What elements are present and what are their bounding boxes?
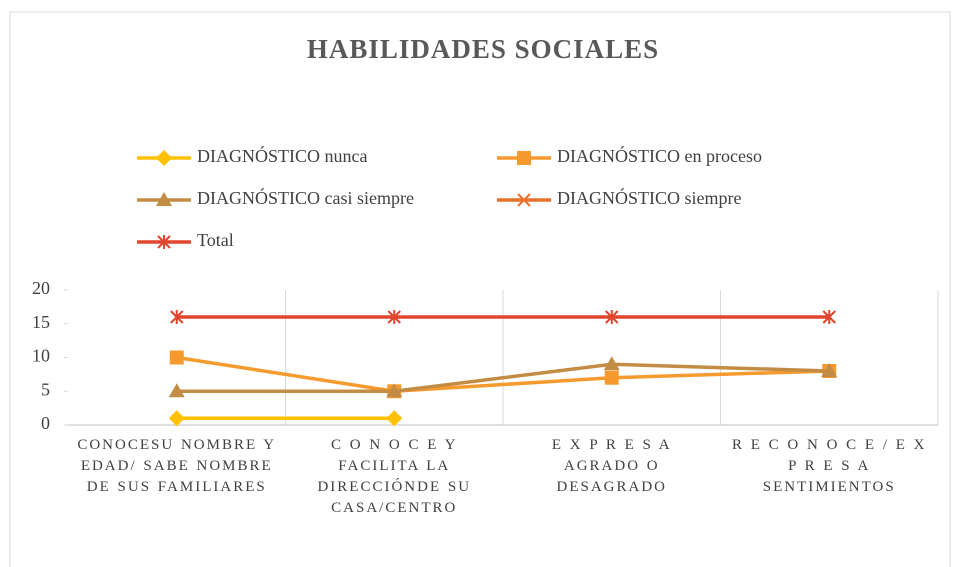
x-tick-label: E X P R E S A AGRADO O DESAGRADO (551, 437, 672, 495)
legend-label: DIAGNÓSTICO casi siempre (197, 187, 414, 208)
marker (386, 383, 403, 398)
chart-border (9, 11, 951, 567)
marker (168, 383, 185, 398)
marker (168, 410, 185, 427)
series-line (176, 355, 830, 394)
marker (821, 363, 838, 377)
series-line (176, 362, 830, 393)
marker (169, 350, 184, 365)
marker (604, 370, 619, 385)
marker (170, 310, 184, 324)
y-tick-label: 10 (32, 346, 50, 366)
y-tick-label: 20 (32, 278, 50, 298)
legend-label: DIAGNÓSTICO nunca (197, 145, 367, 166)
marker (157, 235, 171, 249)
x-tick-label: C O N O C E Y FACILITA LA DIRECCIÓNDE SU… (317, 437, 472, 516)
legend-label: DIAGNÓSTICO siempre (557, 187, 741, 208)
y-tick-label: 5 (41, 379, 50, 399)
marker (517, 193, 531, 207)
marker (605, 310, 619, 324)
legend-label: Total (197, 230, 234, 250)
marker (156, 150, 172, 166)
chart-title: HABILIDADES SOCIALES (307, 34, 659, 64)
y-tick-label: 15 (32, 312, 50, 332)
marker (386, 410, 403, 427)
x-tick-label: R E C O N O C E / E X P R E S A SENTIMIE… (732, 437, 927, 495)
marker (387, 310, 401, 324)
x-tick-label: CONOCESU NOMBRE Y EDAD/ SABE NOMBRE DE S… (77, 437, 277, 495)
marker (822, 310, 836, 324)
marker (517, 151, 531, 165)
marker (156, 192, 172, 206)
y-tick-label: 0 (41, 413, 50, 433)
marker (603, 356, 620, 371)
legend-label: DIAGNÓSTICO en proceso (557, 145, 762, 166)
